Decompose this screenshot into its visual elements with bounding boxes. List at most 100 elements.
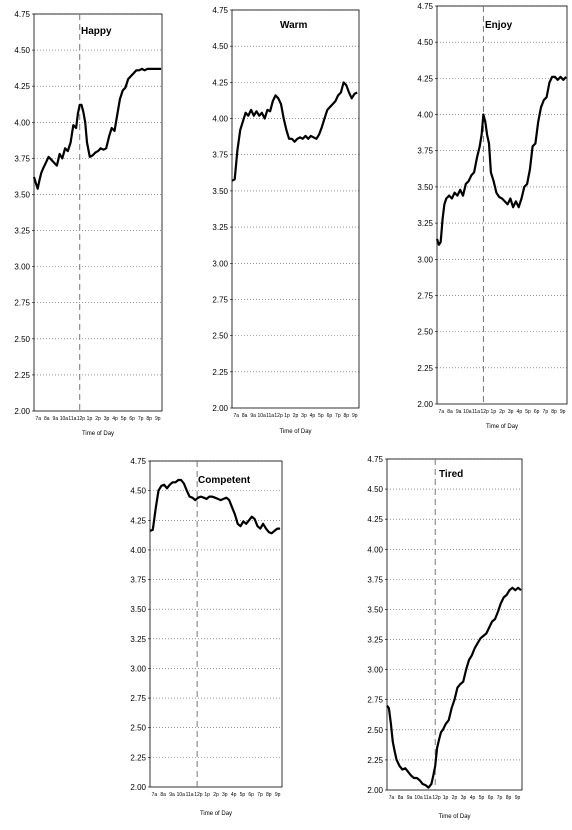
y-tick-label: 4.75	[14, 10, 30, 19]
y-tick-label: 4.00	[212, 115, 228, 124]
chart-happy: 2.00 2.25 2.50 2.75 3.00 3.25 3.50 3.75 4.00 4.25…	[14, 10, 163, 437]
chart-competent: 2.00 2.25 2.50 2.75 3.00 3.25 3.50 3.75 4.00 4.25…	[130, 457, 283, 817]
x-tick-label: 6p	[248, 792, 254, 798]
y-tick-label: 4.50	[212, 42, 228, 51]
x-tick-label: 9a	[250, 413, 256, 419]
y-tick-label: 2.50	[367, 726, 383, 735]
x-tick-label: 11a	[68, 416, 76, 422]
y-tick-label: 4.25	[130, 516, 146, 525]
y-tick-label: 3.50	[212, 187, 228, 196]
y-tick-label: 4.00	[367, 545, 383, 554]
y-tick-label: 2.00	[130, 783, 146, 792]
series-line	[386, 586, 522, 789]
y-tick-label: 4.25	[417, 74, 433, 83]
y-tick-label: 4.00	[417, 111, 433, 120]
x-tick-label: 9p	[515, 795, 521, 801]
x-tick-label: 2p	[452, 795, 458, 801]
y-tick-label: 3.25	[130, 635, 146, 644]
x-tick-label: 12p	[77, 416, 86, 422]
x-tick-label: 7a	[439, 409, 445, 415]
x-tick-label: 6p	[488, 795, 494, 801]
x-axis-label: Time of Day	[200, 811, 232, 817]
y-tick-label: 2.50	[417, 328, 433, 337]
x-tick-label: 8a	[44, 416, 50, 422]
y-tick-label: 2.75	[14, 299, 30, 308]
x-tick-label: 8a	[160, 792, 166, 798]
x-tick-label: 4p	[112, 416, 118, 422]
x-tick-label: 12p	[194, 792, 203, 798]
series-line	[32, 67, 162, 190]
y-tick-label: 2.00	[417, 400, 433, 409]
y-tick-label: 4.25	[212, 78, 228, 87]
x-tick-label: 10a	[257, 413, 266, 419]
x-tick-label: 10a	[60, 416, 69, 422]
y-tick-label: 4.50	[130, 487, 146, 496]
y-tick-label: 3.00	[212, 259, 228, 268]
x-tick-label: 4p	[517, 409, 523, 415]
x-tick-label: 9p	[560, 409, 566, 415]
y-tick-label: 3.25	[14, 227, 30, 236]
x-tick-label: 4p	[470, 795, 476, 801]
y-tick-label: 2.75	[367, 696, 383, 705]
y-tick-label: 2.00	[14, 407, 30, 416]
y-tick-label: 2.75	[130, 694, 146, 703]
y-tick-label: 3.25	[212, 223, 228, 232]
x-tick-label: 7a	[35, 416, 41, 422]
y-tick-label: 2.25	[417, 364, 433, 373]
x-tick-label: 7a	[152, 792, 158, 798]
x-tick-label: 9p	[275, 792, 281, 798]
y-tick-label: 2.25	[14, 371, 30, 380]
x-tick-label: 7a	[233, 413, 239, 419]
y-tick-label: 4.50	[417, 38, 433, 47]
x-tick-label: 8p	[344, 413, 350, 419]
x-tick-label: 10a	[463, 409, 472, 415]
x-tick-label: 11a	[186, 792, 194, 798]
x-tick-label: 9a	[407, 795, 413, 801]
y-tick-label: 3.00	[130, 664, 146, 673]
plot-frame	[386, 458, 523, 791]
x-tick-label: 4p	[231, 792, 237, 798]
x-tick-label: 12p	[274, 413, 283, 419]
x-tick-label: 7p	[497, 795, 503, 801]
x-tick-label: 5p	[240, 792, 246, 798]
y-tick-label: 4.75	[212, 6, 228, 15]
y-tick-label: 4.75	[417, 2, 433, 11]
x-tick-label: 11a	[424, 795, 432, 801]
y-tick-label: 4.25	[14, 82, 30, 91]
y-tick-label: 3.50	[130, 605, 146, 614]
x-tick-label: 9a	[169, 792, 175, 798]
y-tick-label: 3.50	[417, 183, 433, 192]
series-line	[435, 75, 567, 246]
y-tick-label: 3.75	[14, 154, 30, 163]
y-tick-label: 4.00	[14, 118, 30, 127]
x-tick-label: 8a	[242, 413, 248, 419]
chart-title: Warm	[280, 20, 308, 31]
x-tick-label: 8a	[447, 409, 453, 415]
x-tick-label: 4p	[310, 413, 316, 419]
y-tick-label: 4.75	[367, 455, 383, 464]
chart-title: Tired	[439, 469, 463, 480]
y-tick-label: 2.00	[367, 786, 383, 795]
x-tick-label: 8p	[146, 416, 152, 422]
y-tick-label: 3.00	[417, 255, 433, 264]
x-tick-label: 2p	[293, 413, 299, 419]
x-tick-label: 3p	[461, 795, 467, 801]
x-tick-label: 7p	[543, 409, 549, 415]
x-tick-label: 2p	[499, 409, 505, 415]
x-tick-label: 12p	[480, 409, 489, 415]
y-tick-label: 3.25	[367, 636, 383, 645]
x-tick-label: 6p	[534, 409, 540, 415]
x-tick-label: 6p	[129, 416, 135, 422]
x-tick-label: 1p	[284, 413, 290, 419]
x-tick-label: 3p	[508, 409, 514, 415]
y-tick-label: 2.50	[212, 332, 228, 341]
x-axis-label: Time of Day	[82, 431, 114, 437]
x-tick-label: 2p	[213, 792, 219, 798]
x-tick-label: 1p	[204, 792, 210, 798]
x-tick-label: 9a	[53, 416, 59, 422]
x-tick-label: 5p	[525, 409, 531, 415]
x-tick-label: 9p	[155, 416, 161, 422]
y-tick-label: 3.75	[212, 151, 228, 160]
x-tick-label: 7p	[138, 416, 144, 422]
plot-frame	[149, 460, 283, 788]
